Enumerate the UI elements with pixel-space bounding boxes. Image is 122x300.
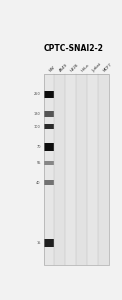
Bar (87, 74, 98, 265)
Bar (44, 124, 55, 129)
Bar (44, 239, 55, 247)
Text: 55: 55 (36, 161, 41, 165)
Text: 250: 250 (34, 92, 41, 96)
Text: HeLa: HeLa (81, 63, 90, 73)
Text: A549: A549 (59, 63, 69, 73)
Text: 130: 130 (34, 112, 41, 116)
Bar (44, 111, 55, 117)
Bar (76, 74, 87, 265)
Bar (44, 91, 55, 98)
Bar (44, 74, 55, 265)
Text: Jurkat: Jurkat (92, 62, 102, 73)
Bar (65, 74, 76, 265)
Bar (44, 143, 55, 151)
Text: 100: 100 (34, 124, 41, 128)
Text: MCF7: MCF7 (102, 62, 113, 73)
Text: 70: 70 (36, 145, 41, 149)
Bar (44, 74, 109, 265)
Text: 15: 15 (36, 241, 41, 245)
Bar (98, 74, 109, 265)
Text: NW: NW (48, 65, 56, 73)
Bar (44, 74, 109, 265)
Bar (44, 180, 55, 185)
Text: H226: H226 (70, 63, 80, 73)
Bar (44, 161, 55, 165)
Text: 40: 40 (36, 181, 41, 185)
Text: CPTC-SNAI2-2: CPTC-SNAI2-2 (44, 44, 104, 53)
Bar (55, 74, 65, 265)
